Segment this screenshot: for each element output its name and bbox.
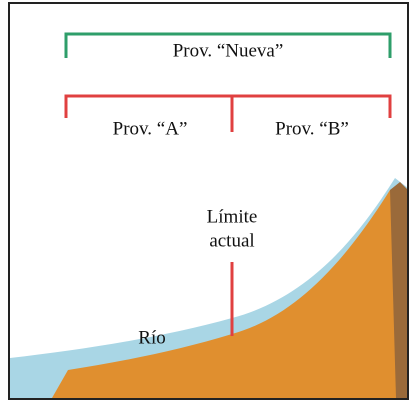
bracket-label: Prov. “Nueva” (173, 40, 284, 61)
diagram: Prov. “Nueva” Prov. “A” Prov. “B” Límite… (0, 0, 417, 405)
boundary-label: Límite (207, 206, 258, 227)
bracket-label: Prov. “B” (275, 118, 349, 139)
river-label: Río (138, 327, 165, 348)
bracket-label: Prov. “A” (113, 118, 188, 139)
boundary-label: actual (209, 230, 254, 251)
